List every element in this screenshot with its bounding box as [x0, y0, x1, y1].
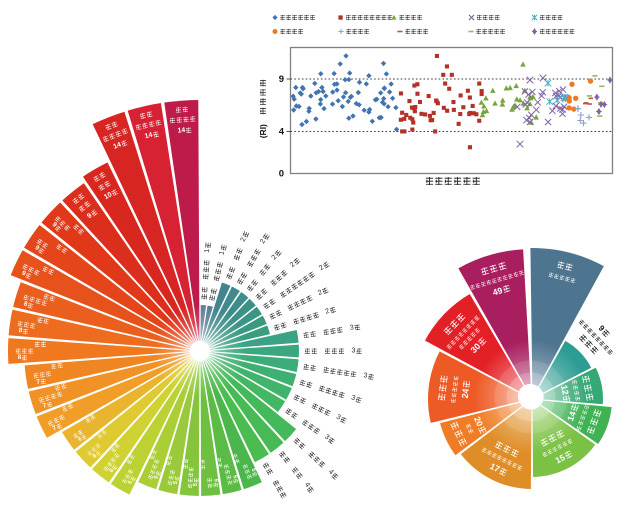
svg-text:9: 9 [86, 212, 93, 220]
svg-text:10: 10 [103, 191, 113, 201]
svg-text:9: 9 [51, 221, 59, 229]
svg-text:5: 5 [212, 479, 218, 483]
svg-text:2: 2 [325, 308, 331, 316]
svg-text:6: 6 [127, 480, 134, 486]
svg-text:3: 3 [350, 394, 356, 402]
svg-text:8: 8 [23, 300, 29, 308]
svg-text:3: 3 [323, 434, 330, 442]
svg-text:4: 4 [303, 481, 311, 488]
svg-text:5: 5 [193, 483, 199, 487]
svg-text:14: 14 [565, 410, 578, 423]
svg-text:2: 2 [271, 254, 279, 261]
svg-text:3: 3 [349, 324, 354, 332]
svg-text:2: 2 [289, 261, 297, 269]
svg-text:14: 14 [177, 127, 185, 135]
svg-text:14: 14 [112, 141, 122, 150]
svg-text:8: 8 [18, 327, 23, 335]
svg-text:0: 0 [279, 169, 284, 180]
svg-text:2: 2 [318, 264, 325, 272]
svg-text:9: 9 [20, 270, 27, 278]
svg-text:49: 49 [491, 285, 503, 297]
svg-text:5: 5 [153, 475, 160, 480]
svg-text:9: 9 [279, 74, 284, 85]
svg-text:5: 5 [173, 481, 180, 485]
svg-text:12: 12 [559, 384, 571, 396]
svg-text:4: 4 [279, 127, 285, 138]
svg-text:3: 3 [335, 414, 342, 422]
svg-text:7: 7 [42, 402, 48, 410]
svg-text:1: 1 [219, 250, 227, 255]
svg-text:8: 8 [18, 354, 22, 361]
svg-text:5: 5 [250, 468, 257, 473]
svg-text:2: 2 [240, 237, 248, 243]
svg-text:5: 5 [231, 475, 238, 479]
svg-text:17: 17 [488, 461, 501, 474]
svg-text:(RI): (RI) [258, 124, 268, 138]
svg-text:15: 15 [554, 452, 567, 465]
svg-text:6: 6 [109, 468, 116, 474]
svg-text:20: 20 [472, 415, 485, 428]
svg-text:9: 9 [34, 244, 41, 252]
svg-text:2: 2 [317, 289, 324, 297]
svg-text:7: 7 [36, 378, 41, 386]
svg-text:1: 1 [204, 248, 211, 253]
svg-text:14: 14 [144, 132, 153, 141]
svg-text:24: 24 [460, 388, 471, 399]
svg-text:9: 9 [597, 324, 607, 334]
svg-text:4: 4 [327, 469, 335, 477]
svg-text:7: 7 [52, 424, 59, 432]
svg-text:6: 6 [92, 453, 98, 460]
svg-text:6: 6 [77, 436, 83, 443]
svg-text:3: 3 [352, 348, 356, 355]
svg-text:2: 2 [259, 238, 267, 245]
svg-text:3: 3 [363, 372, 368, 380]
